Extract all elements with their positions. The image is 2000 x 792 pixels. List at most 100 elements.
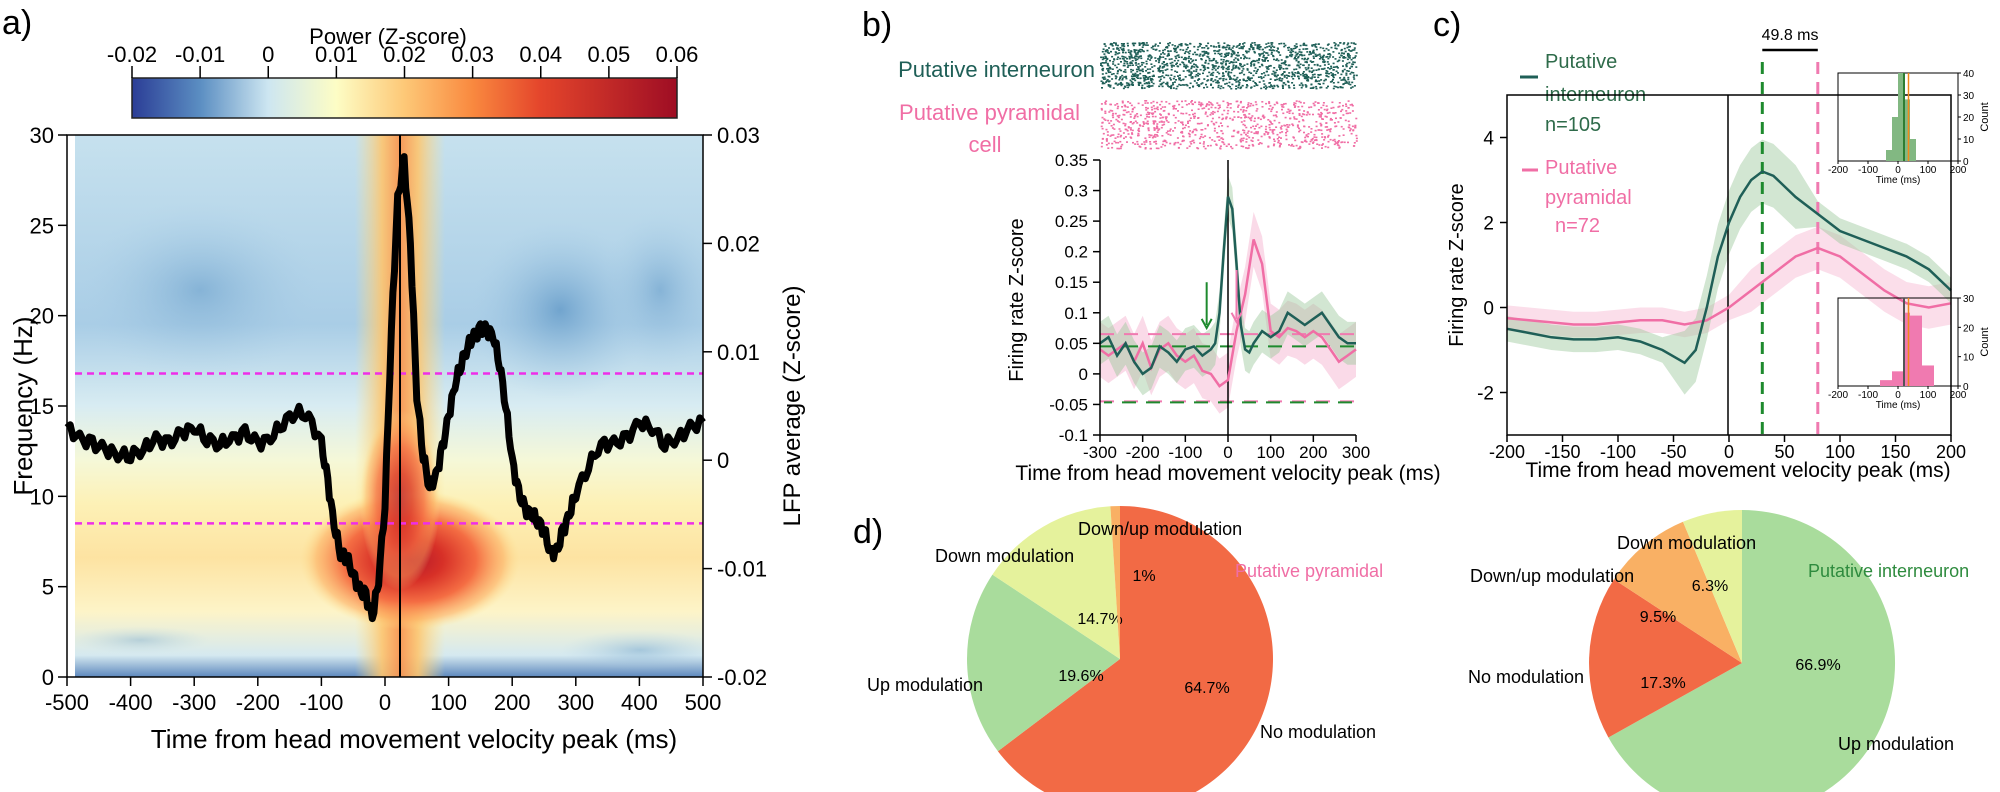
spike: [1273, 85, 1276, 88]
spike: [1152, 75, 1155, 77]
spike: [1281, 73, 1284, 75]
spike: [1225, 82, 1228, 85]
spike: [1137, 66, 1139, 68]
spike: [1250, 60, 1253, 63]
spike: [1206, 80, 1209, 82]
spike: [1157, 67, 1160, 70]
colorbar-ticks: -0.02 -0.01 0 0.01 0.02 0.03 0.04 0.05 0.06: [107, 42, 698, 78]
spike: [1288, 110, 1291, 112]
spike: [1342, 134, 1345, 136]
spike: [1257, 131, 1259, 133]
spike: [1290, 49, 1293, 51]
spike: [1107, 71, 1110, 74]
spike: [1190, 77, 1193, 79]
spike: [1117, 83, 1120, 85]
spike: [1290, 75, 1293, 78]
spike: [1299, 73, 1302, 76]
spike: [1299, 63, 1302, 66]
spike: [1258, 66, 1261, 68]
spike: [1252, 60, 1255, 63]
spike: [1238, 47, 1241, 50]
spike: [1343, 42, 1346, 44]
spike: [1204, 127, 1207, 130]
spike: [1308, 70, 1311, 73]
spike: [1236, 131, 1239, 134]
spike: [1164, 144, 1167, 147]
spike: [1324, 78, 1327, 81]
spike: [1212, 122, 1215, 125]
spike: [1115, 44, 1117, 46]
spike: [1285, 134, 1288, 137]
spike: [1104, 103, 1107, 105]
spike: [1172, 77, 1175, 80]
spike: [1198, 73, 1201, 75]
spike: [1161, 116, 1164, 119]
spike: [1170, 74, 1173, 76]
spike: [1333, 42, 1336, 44]
inset-y-tick-label: 20: [1963, 113, 1975, 124]
spike: [1108, 47, 1110, 49]
spike: [1146, 68, 1149, 70]
spike: [1158, 58, 1161, 60]
spike: [1177, 75, 1179, 77]
spike: [1354, 56, 1356, 59]
spike: [1141, 68, 1144, 70]
spike: [1348, 124, 1351, 126]
spike: [1168, 54, 1170, 57]
spike: [1207, 42, 1210, 45]
spike: [1130, 68, 1133, 71]
spike: [1287, 126, 1290, 128]
spike: [1159, 42, 1161, 44]
spike: [1164, 106, 1167, 108]
spike: [1212, 59, 1215, 61]
y-tick-label: 20: [30, 304, 54, 329]
spike: [1182, 123, 1184, 126]
spike: [1192, 70, 1195, 72]
spike: [1288, 75, 1291, 77]
spike: [1227, 109, 1230, 112]
spike: [1276, 138, 1279, 140]
spike: [1162, 56, 1165, 58]
spike: [1101, 127, 1104, 130]
spike: [1187, 51, 1190, 53]
pyramidal-band: [1507, 226, 1951, 338]
spike: [1167, 74, 1170, 77]
spike: [1207, 52, 1210, 54]
spike: [1237, 86, 1240, 89]
spike: [1153, 129, 1156, 131]
y-tick-label: 0.05: [1055, 334, 1088, 353]
inset-y-tick-label: 10: [1963, 353, 1975, 364]
spike: [1118, 79, 1121, 81]
spike: [1322, 68, 1325, 70]
legend-pyramidal-n: n=72: [1555, 215, 1600, 237]
spike: [1142, 42, 1145, 44]
spike: [1166, 83, 1169, 86]
spike: [1135, 74, 1138, 76]
spike: [1151, 136, 1154, 139]
spike: [1135, 55, 1138, 58]
spike: [1108, 75, 1111, 78]
spike: [1240, 65, 1243, 68]
spike: [1298, 84, 1301, 86]
spike: [1337, 121, 1340, 123]
spike: [1333, 85, 1336, 88]
spike: [1100, 109, 1103, 111]
spike: [1182, 135, 1184, 137]
spike: [1175, 108, 1177, 110]
spike: [1122, 87, 1125, 90]
spike: [1228, 62, 1231, 64]
spike: [1170, 84, 1173, 87]
colorbar-tick-label: -0.01: [175, 42, 225, 67]
spike: [1126, 61, 1129, 63]
spike: [1133, 75, 1135, 77]
spike: [1168, 58, 1171, 61]
spike: [1131, 84, 1134, 86]
spike: [1318, 58, 1321, 60]
spike: [1237, 104, 1240, 107]
spike: [1291, 73, 1294, 76]
spike: [1332, 87, 1335, 90]
spike: [1317, 82, 1320, 85]
spike: [1231, 51, 1234, 53]
y-tick-label: -0.1: [1059, 426, 1088, 445]
spike: [1138, 55, 1141, 58]
